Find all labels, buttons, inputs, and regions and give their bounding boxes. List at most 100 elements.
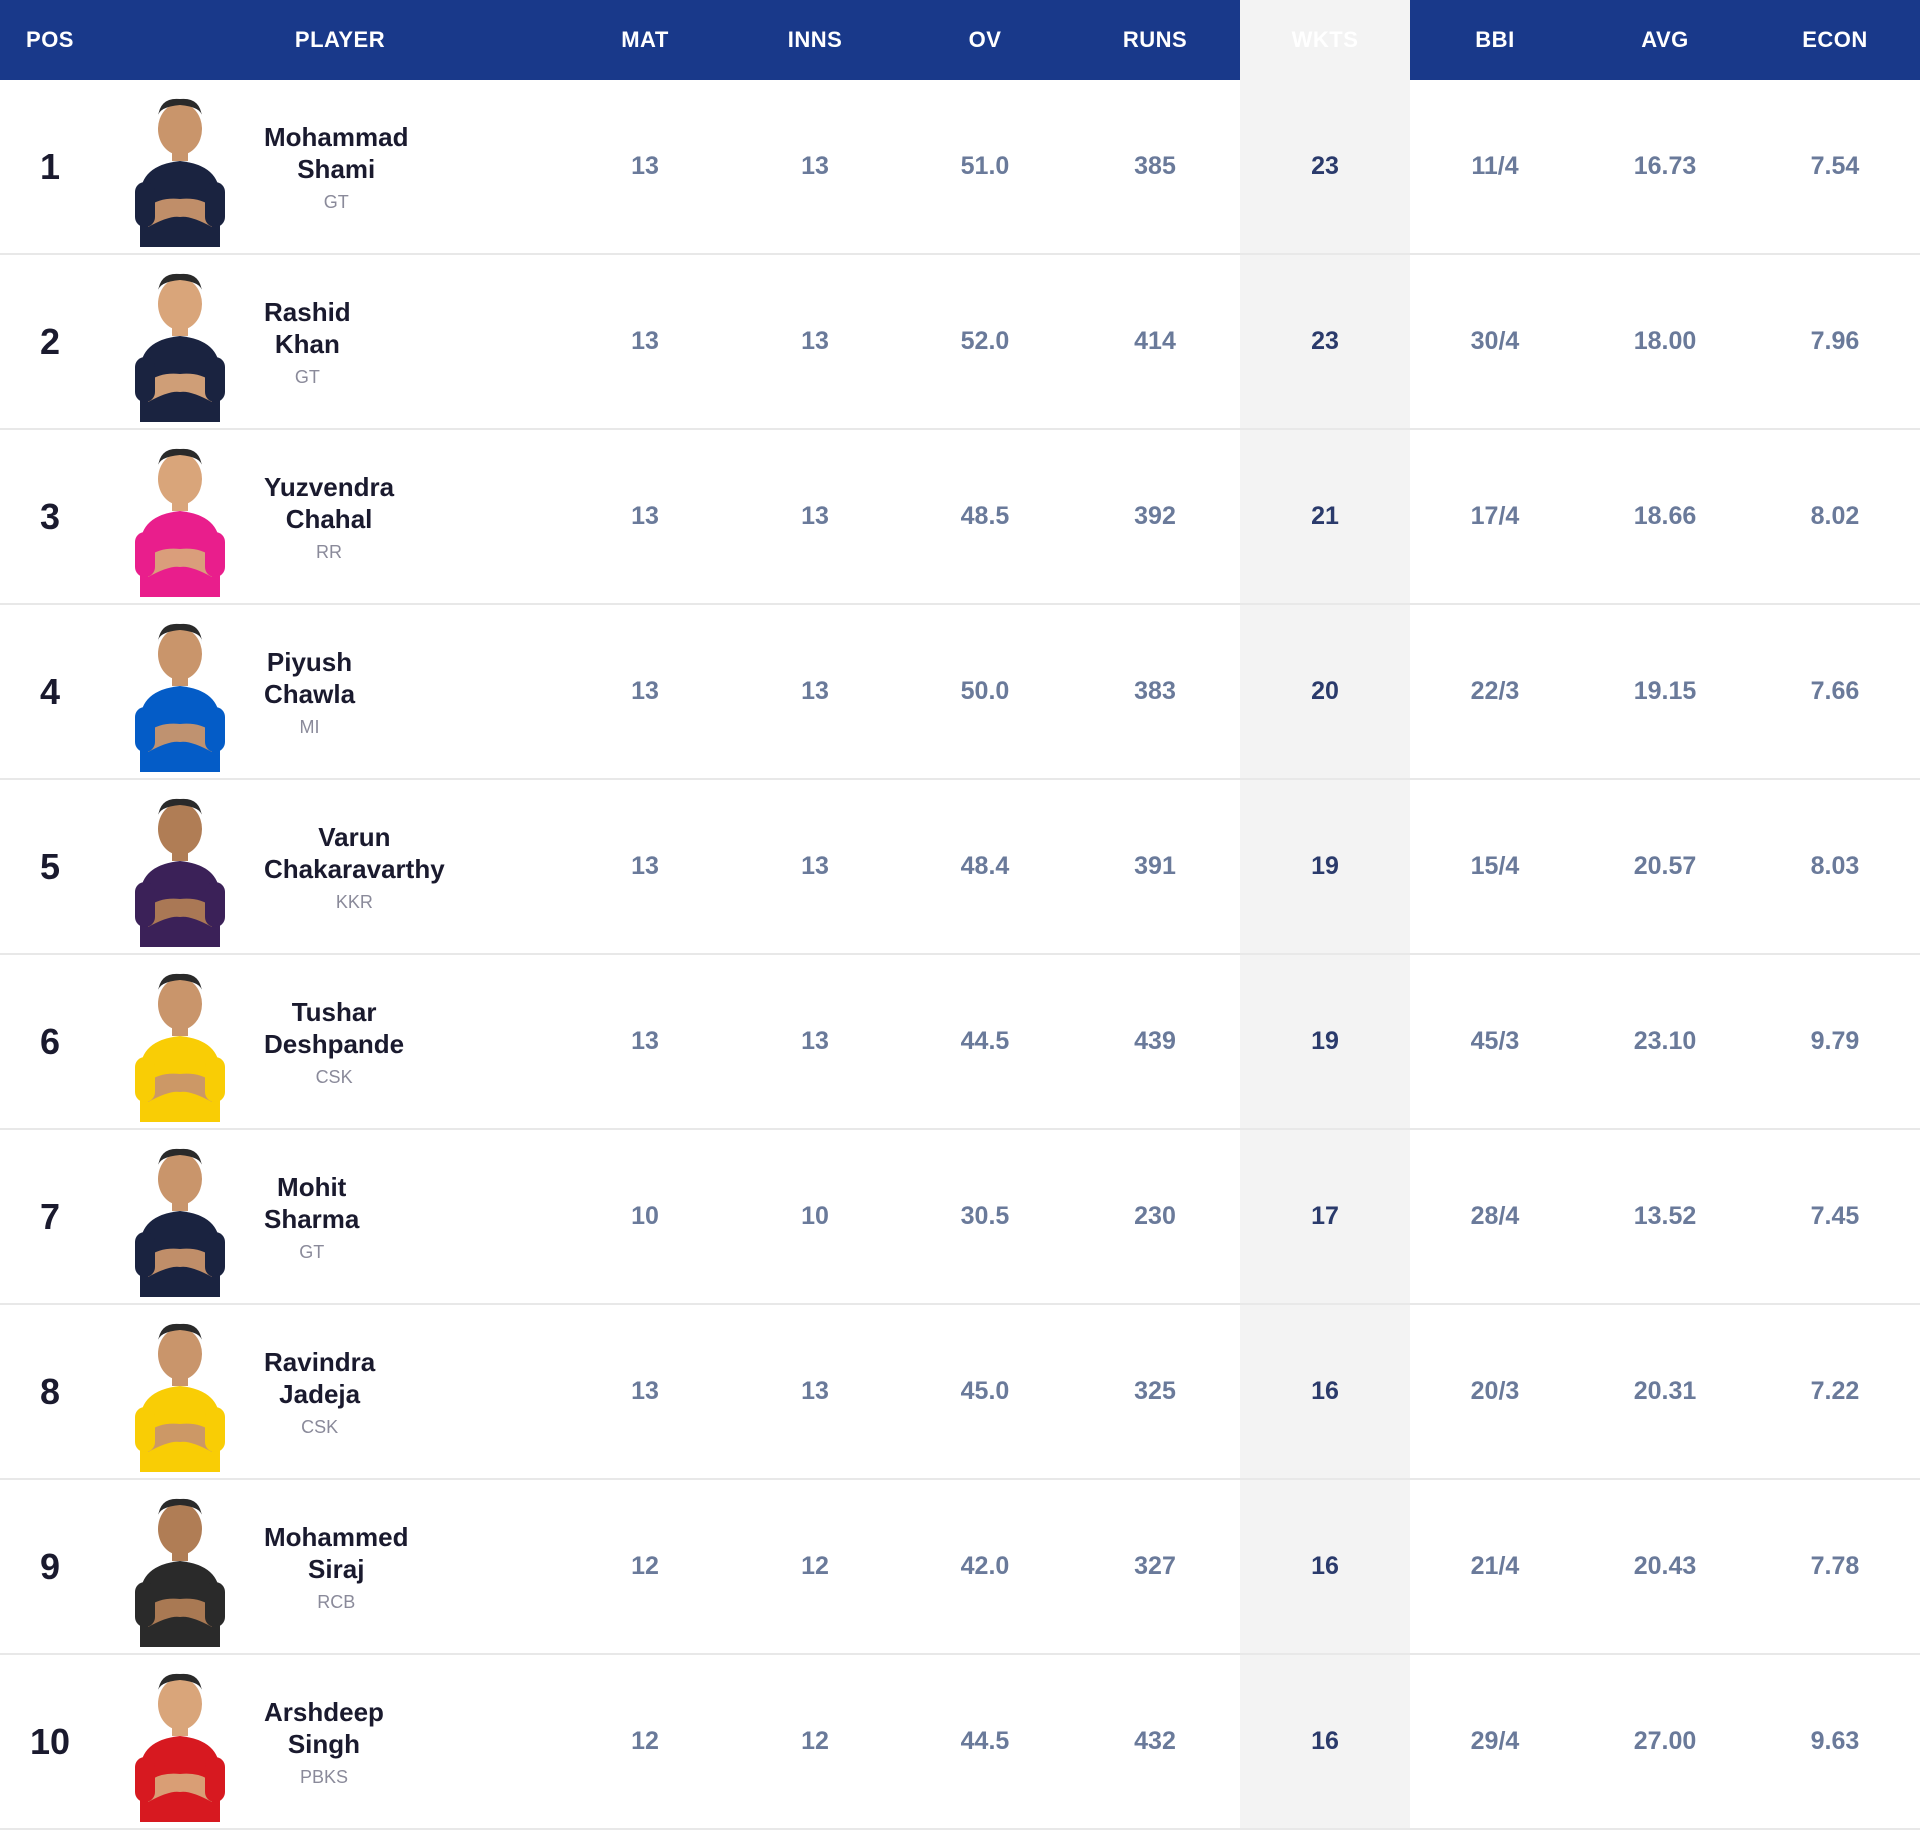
cell-player[interactable]: VarunChakaravarthy KKR (100, 780, 560, 953)
header-mat[interactable]: MAT (560, 0, 730, 80)
player-avatar-icon (120, 1662, 240, 1822)
player-team: GT (264, 367, 351, 388)
cell-mat: 13 (560, 955, 730, 1128)
stats-table: POS PLAYER MAT INNS OV RUNS WKTS BBI AVG… (0, 0, 1920, 1830)
cell-econ: 9.79 (1750, 955, 1920, 1128)
player-avatar-icon (120, 612, 240, 772)
player-team: CSK (264, 1417, 375, 1438)
header-ov[interactable]: OV (900, 0, 1070, 80)
table-row[interactable]: 2 RashidKhan GT 13 13 52.0 414 23 30/4 1… (0, 255, 1920, 430)
player-photo (120, 1137, 240, 1297)
cell-player[interactable]: RashidKhan GT (100, 255, 560, 428)
cell-bbi: 28/4 (1410, 1130, 1580, 1303)
cell-inns: 12 (730, 1480, 900, 1653)
cell-econ: 8.03 (1750, 780, 1920, 953)
cell-inns: 13 (730, 1305, 900, 1478)
header-bbi[interactable]: BBI (1410, 0, 1580, 80)
cell-runs: 327 (1070, 1480, 1240, 1653)
player-photo (120, 262, 240, 422)
cell-ov: 44.5 (900, 1655, 1070, 1828)
player-info: ArshdeepSingh PBKS (264, 1696, 384, 1788)
cell-ov: 52.0 (900, 255, 1070, 428)
header-inns[interactable]: INNS (730, 0, 900, 80)
cell-player[interactable]: MohitSharma GT (100, 1130, 560, 1303)
cell-inns: 13 (730, 955, 900, 1128)
player-avatar-icon (120, 787, 240, 947)
cell-mat: 10 (560, 1130, 730, 1303)
table-row[interactable]: 6 TusharDeshpande CSK 13 13 44.5 439 19 … (0, 955, 1920, 1130)
header-pos[interactable]: POS (0, 0, 100, 80)
cell-inns: 13 (730, 255, 900, 428)
cell-runs: 432 (1070, 1655, 1240, 1828)
player-photo (120, 437, 240, 597)
pos-value: 10 (30, 1721, 70, 1763)
cell-avg: 20.31 (1580, 1305, 1750, 1478)
cell-ov: 48.5 (900, 430, 1070, 603)
cell-econ: 7.22 (1750, 1305, 1920, 1478)
pos-value: 6 (40, 1021, 60, 1063)
player-photo (120, 612, 240, 772)
header-player[interactable]: PLAYER (100, 0, 560, 80)
header-avg[interactable]: AVG (1580, 0, 1750, 80)
table-row[interactable]: 1 MohammadShami GT 13 13 51.0 385 23 11/… (0, 80, 1920, 255)
player-info: PiyushChawla MI (264, 646, 355, 738)
pos-value: 2 (40, 321, 60, 363)
cell-bbi: 17/4 (1410, 430, 1580, 603)
player-name: YuzvendraChahal (264, 471, 394, 536)
player-avatar-icon (120, 87, 240, 247)
player-photo (120, 1662, 240, 1822)
table-row[interactable]: 5 VarunChakaravarthy KKR 13 13 48.4 391 … (0, 780, 1920, 955)
player-team: GT (264, 192, 408, 213)
player-avatar-icon (120, 437, 240, 597)
player-info: MohammedSiraj RCB (264, 1521, 408, 1613)
cell-wkts: 16 (1240, 1305, 1410, 1478)
header-econ[interactable]: ECON (1750, 0, 1920, 80)
cell-mat: 13 (560, 255, 730, 428)
cell-pos: 9 (0, 1480, 100, 1653)
player-avatar-icon (120, 1137, 240, 1297)
cell-player[interactable]: YuzvendraChahal RR (100, 430, 560, 603)
cell-player[interactable]: PiyushChawla MI (100, 605, 560, 778)
cell-player[interactable]: TusharDeshpande CSK (100, 955, 560, 1128)
cell-player[interactable]: ArshdeepSingh PBKS (100, 1655, 560, 1828)
cell-wkts: 21 (1240, 430, 1410, 603)
player-team: PBKS (264, 1767, 384, 1788)
player-team: MI (264, 717, 355, 738)
player-info: TusharDeshpande CSK (264, 996, 404, 1088)
cell-mat: 12 (560, 1655, 730, 1828)
cell-bbi: 15/4 (1410, 780, 1580, 953)
cell-bbi: 45/3 (1410, 955, 1580, 1128)
header-runs[interactable]: RUNS (1070, 0, 1240, 80)
player-team: RCB (264, 1592, 408, 1613)
player-photo (120, 787, 240, 947)
cell-bbi: 22/3 (1410, 605, 1580, 778)
table-row[interactable]: 8 RavindraJadeja CSK 13 13 45.0 325 16 2… (0, 1305, 1920, 1480)
cell-econ: 9.63 (1750, 1655, 1920, 1828)
cell-runs: 325 (1070, 1305, 1240, 1478)
cell-inns: 10 (730, 1130, 900, 1303)
table-row[interactable]: 9 MohammedSiraj RCB 12 12 42.0 327 16 21… (0, 1480, 1920, 1655)
cell-wkts: 17 (1240, 1130, 1410, 1303)
table-row[interactable]: 10 ArshdeepSingh PBKS 12 12 44.5 432 16 … (0, 1655, 1920, 1830)
table-row[interactable]: 7 MohitSharma GT 10 10 30.5 230 17 28/4 … (0, 1130, 1920, 1305)
cell-runs: 230 (1070, 1130, 1240, 1303)
cell-player[interactable]: RavindraJadeja CSK (100, 1305, 560, 1478)
cell-mat: 13 (560, 430, 730, 603)
table-row[interactable]: 3 YuzvendraChahal RR 13 13 48.5 392 21 1… (0, 430, 1920, 605)
cell-wkts: 23 (1240, 80, 1410, 253)
table-row[interactable]: 4 PiyushChawla MI 13 13 50.0 383 20 22/3… (0, 605, 1920, 780)
player-name: MohammadShami (264, 121, 408, 186)
cell-player[interactable]: MohammedSiraj RCB (100, 1480, 560, 1653)
cell-bbi: 11/4 (1410, 80, 1580, 253)
cell-inns: 13 (730, 780, 900, 953)
player-info: MohitSharma GT (264, 1171, 359, 1263)
cell-pos: 10 (0, 1655, 100, 1828)
pos-value: 8 (40, 1371, 60, 1413)
pos-value: 7 (40, 1196, 60, 1238)
cell-mat: 13 (560, 780, 730, 953)
cell-ov: 45.0 (900, 1305, 1070, 1478)
cell-player[interactable]: MohammadShami GT (100, 80, 560, 253)
cell-wkts: 19 (1240, 955, 1410, 1128)
header-wkts[interactable]: WKTS (1240, 0, 1410, 80)
player-name: MohammedSiraj (264, 1521, 408, 1586)
